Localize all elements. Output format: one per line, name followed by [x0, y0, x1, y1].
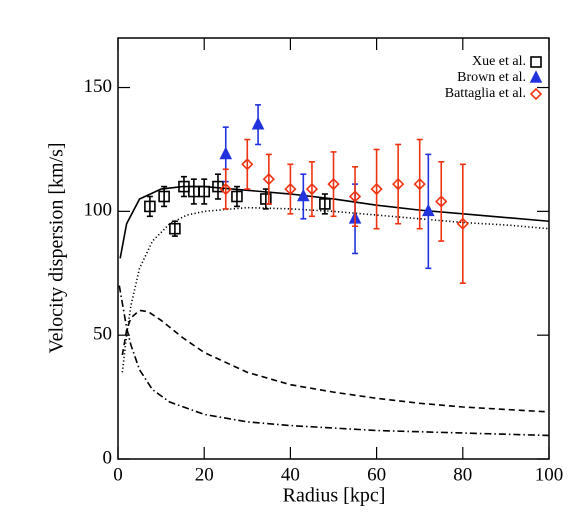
data-point [435, 195, 448, 208]
data-point [219, 146, 233, 160]
data-point [158, 190, 170, 203]
data-point [251, 116, 265, 130]
x-tick-label: 40 [281, 464, 300, 485]
data-point [327, 177, 340, 191]
data-point [392, 177, 405, 191]
data-point [144, 200, 156, 213]
x-tick-label: 60 [367, 464, 386, 485]
legend-marker [529, 70, 543, 83]
data-point [297, 188, 310, 202]
data-point [456, 217, 469, 230]
y-tick-label: 50 [93, 324, 112, 345]
x-tick-label: 100 [535, 464, 564, 485]
data-point [198, 185, 210, 198]
data-point [284, 182, 297, 196]
legend-label: Brown et al. [457, 70, 526, 85]
legend-marker [529, 87, 543, 101]
model-line [119, 185, 550, 259]
data-point [231, 190, 243, 203]
data-point [422, 203, 435, 217]
legend-marker [530, 56, 542, 68]
y-tick-label: 100 [84, 200, 113, 221]
x-tick-label: 20 [195, 464, 214, 485]
x-axis-label: Radius [kpc] [283, 485, 386, 507]
y-axis-label: Velocity dispersion [km/s] [46, 142, 68, 353]
data-point [169, 222, 181, 235]
model-line [118, 285, 550, 437]
x-tick-label: 80 [453, 464, 472, 485]
model-line [121, 309, 550, 413]
legend-label: Battaglia et al. [445, 86, 526, 101]
y-tick-label: 150 [84, 76, 113, 97]
plot-frame [117, 37, 550, 460]
legend-label: Xue et al. [472, 54, 526, 69]
data-point [370, 182, 383, 196]
data-point [219, 182, 232, 196]
y-tick-label: 0 [103, 447, 113, 468]
data-point [319, 198, 331, 210]
data-point [413, 177, 426, 191]
data-point [241, 158, 254, 171]
data-point [348, 190, 362, 203]
model-line [121, 206, 550, 373]
data-point [260, 193, 272, 205]
data-point [262, 173, 275, 186]
x-tick-label: 0 [113, 464, 123, 485]
data-point [305, 182, 319, 196]
